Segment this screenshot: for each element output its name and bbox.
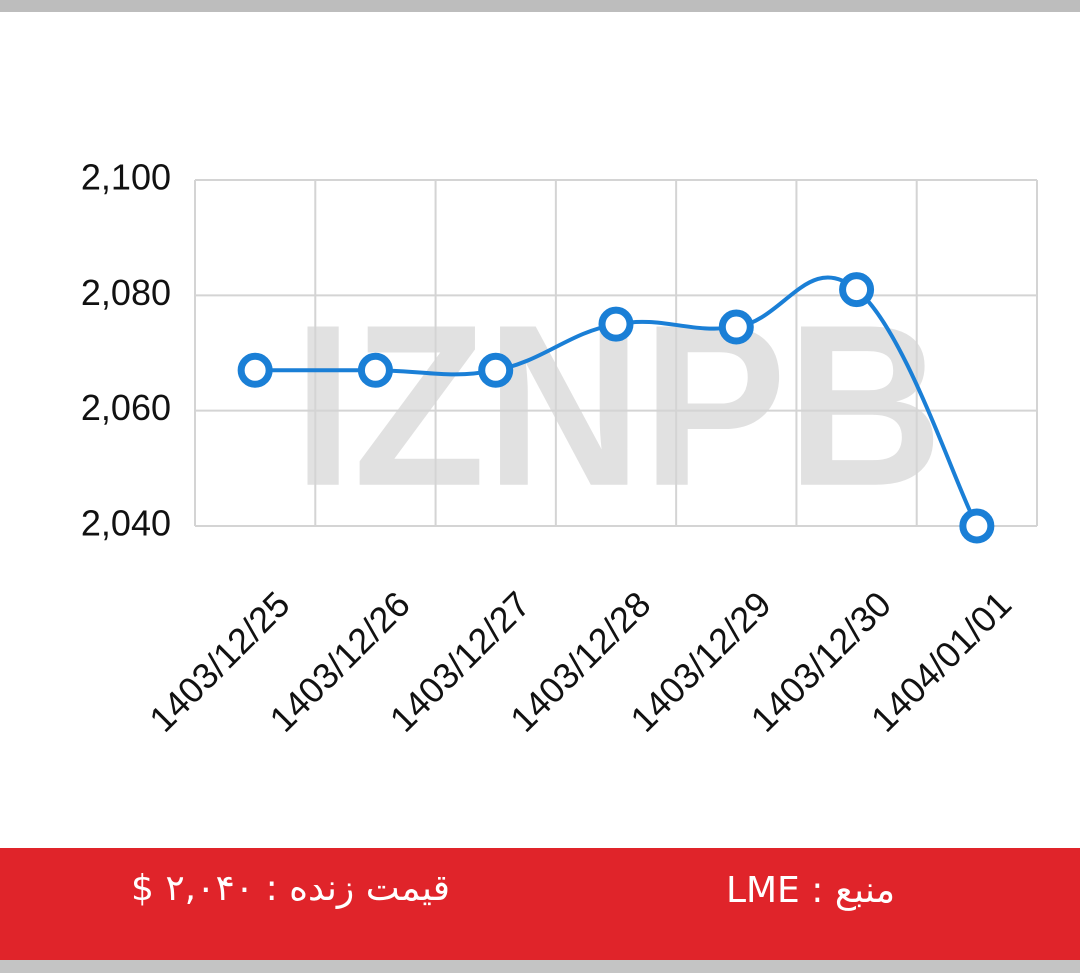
point [959, 508, 995, 544]
point [357, 352, 393, 388]
y-tick-label: 2,100 [81, 157, 171, 198]
y-tick-label: 2,040 [81, 503, 171, 544]
point [237, 352, 273, 388]
point [478, 352, 514, 388]
point [839, 272, 875, 308]
point [718, 309, 754, 345]
y-tick-label: 2,060 [81, 387, 171, 428]
source-text: منبع : LME [726, 870, 895, 911]
footer-bar [0, 848, 1080, 960]
bottom-bar [0, 960, 1080, 973]
live-price-text: قیمت زنده : ۲,۰۴۰ $ [131, 868, 450, 909]
point [598, 306, 634, 342]
y-tick-label: 2,080 [81, 272, 171, 313]
top-bar [0, 0, 1080, 12]
